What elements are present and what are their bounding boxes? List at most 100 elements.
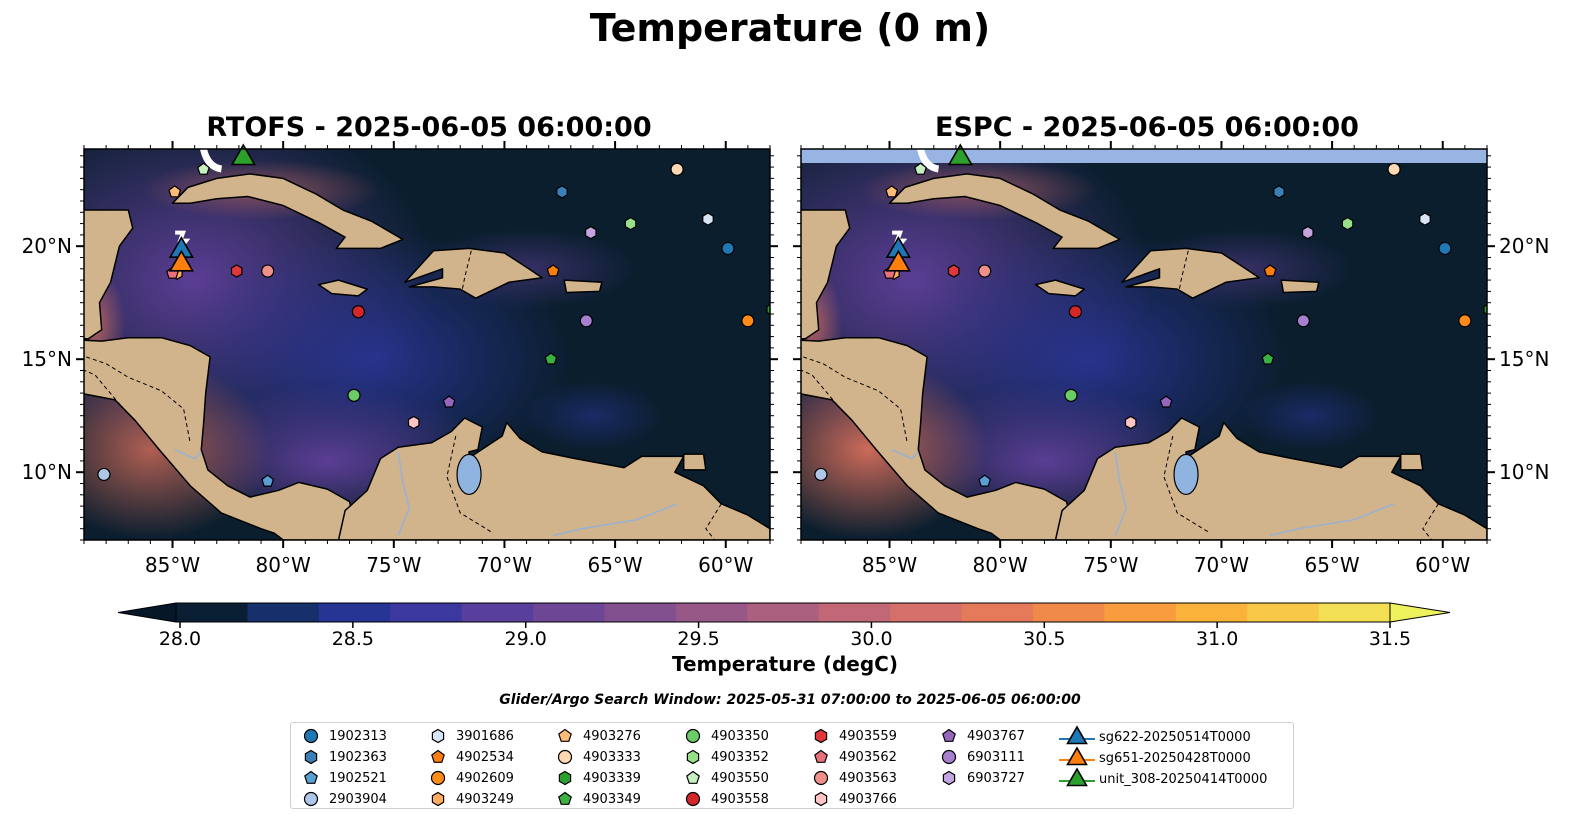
country-borders (801, 250, 1439, 540)
float-6903727 (584, 225, 597, 240)
colorbar-segment (318, 603, 391, 622)
legend-label: 6903727 (967, 770, 1025, 786)
colorbar-tick-label: 31.5 (1369, 628, 1411, 650)
axis-ticks (76, 141, 778, 548)
legend-label: 4902609 (456, 770, 514, 786)
legend-label: 2903904 (329, 791, 387, 807)
legend-marker (686, 770, 700, 784)
float-4903550 (197, 162, 210, 175)
colorbar-segment (747, 603, 820, 622)
colorbar-segment (675, 603, 748, 622)
colorbar: 28.0 28.5 29.0 29.5 30.0 30.5 31.0 31.5 Tempera… (117, 602, 1451, 676)
gliders (885, 143, 973, 272)
legend-marker-icon (942, 770, 956, 786)
legend-label: 4903766 (839, 791, 897, 807)
legend-marker (303, 791, 319, 807)
legend-item-4903563: 4903563 (811, 768, 897, 788)
float-6903727 (1301, 225, 1314, 240)
float-1902521 (261, 474, 275, 487)
legend-marker-icon (686, 770, 700, 784)
legend-item-1902363: 1902363 (301, 747, 387, 767)
legend-item-2903904: 2903904 (301, 789, 387, 809)
colorbar-tick-label: 31.0 (1196, 628, 1238, 650)
legend-marker (558, 770, 572, 786)
country-borders (84, 250, 722, 540)
land-central (801, 336, 1072, 540)
colorbar-segment (533, 603, 606, 622)
legend-label: sg651-20250428T0000 (1099, 750, 1251, 766)
lat-tick-label: 20°N (1499, 234, 1549, 258)
argo-floats (97, 162, 770, 487)
legend-marker (431, 791, 445, 807)
legend-item-4903350: 4903350 (683, 726, 769, 746)
legend-marker (814, 791, 828, 807)
legend-label: sg622-20250514T0000 (1099, 729, 1251, 745)
legend-marker-icon (558, 791, 572, 805)
float-1902363 (556, 185, 568, 199)
float-4903349 (1261, 352, 1275, 365)
legend-marker-icon (557, 749, 573, 765)
legend-marker-icon (814, 791, 828, 807)
legend-label: unit_308-20250414T0000 (1099, 771, 1268, 787)
espc-panel-title: ESPC - 2025-06-05 06:00:00 (935, 112, 1359, 143)
legend-item-4903339: 4903339 (555, 768, 641, 788)
legend-marker-icon (430, 770, 446, 786)
legend-marker (304, 749, 318, 765)
legend-item-unit_308: unit_308-20250414T0000 (1059, 767, 1268, 790)
float-4903767 (1159, 395, 1173, 408)
land-cuba (888, 173, 1121, 250)
rivers (174, 448, 678, 537)
legend-item-4903558: 4903558 (683, 789, 769, 809)
lon-tick-label: 85°W (862, 553, 917, 577)
glider-unit_308 (947, 143, 973, 166)
float-4903563 (261, 264, 275, 278)
float-1902313 (1438, 241, 1452, 256)
lon-tick-label: 70°W (477, 553, 532, 577)
legend-marker-icon (304, 749, 318, 765)
float-2903904 (814, 467, 828, 482)
legend-label: 4903339 (583, 770, 641, 786)
land (801, 173, 1487, 540)
lat-tick-label: 15°N (1499, 347, 1549, 371)
legend-item-1902521: 1902521 (301, 768, 387, 788)
float-4903558 (1068, 305, 1083, 319)
colorbar-tick-label: 28.0 (159, 628, 201, 650)
legend-marker (303, 728, 319, 744)
float-4903559 (947, 264, 960, 278)
legend-item-4903349: 4903349 (555, 789, 641, 809)
float-4903349 (544, 352, 558, 365)
lake (456, 453, 482, 496)
legend-marker (558, 791, 572, 805)
colorbar-segment (1247, 603, 1320, 622)
page-title: Temperature (0 m) (589, 6, 991, 50)
colorbar-extend-max (1389, 602, 1451, 623)
float-1902313 (721, 241, 735, 256)
lon-tick-label: 85°W (145, 553, 200, 577)
legend-item-6903727: 6903727 (939, 768, 1025, 788)
float-4902534 (546, 264, 560, 277)
legend-marker-icon (814, 749, 828, 763)
rivers (891, 448, 1395, 537)
gliders (168, 143, 256, 272)
float-4903333 (1387, 162, 1401, 176)
legend-label: 4903562 (839, 749, 897, 765)
map-frame (83, 148, 771, 541)
colorbar-segment (390, 603, 463, 622)
colorbar-segment (890, 603, 963, 622)
lon-tick-label: 65°W (587, 553, 642, 577)
no-data-band (801, 149, 1487, 163)
legend-label: 4903333 (583, 749, 641, 765)
float-4903276 (168, 185, 182, 198)
legend-marker-icon (304, 770, 318, 784)
colorbar-segment (461, 603, 534, 622)
legend-label: 1902363 (329, 749, 387, 765)
legend-glider-icon (1059, 767, 1095, 787)
legend-marker (685, 791, 701, 807)
legend-marker-icon (431, 749, 445, 763)
legend-marker (304, 770, 318, 784)
colorbar-tick-label: 30.0 (850, 628, 892, 650)
colorbar-tick-label: 29.5 (677, 628, 719, 650)
float-4903333 (670, 162, 684, 176)
legend-item-1902313: 1902313 (301, 726, 387, 746)
land-cuba (171, 173, 404, 250)
